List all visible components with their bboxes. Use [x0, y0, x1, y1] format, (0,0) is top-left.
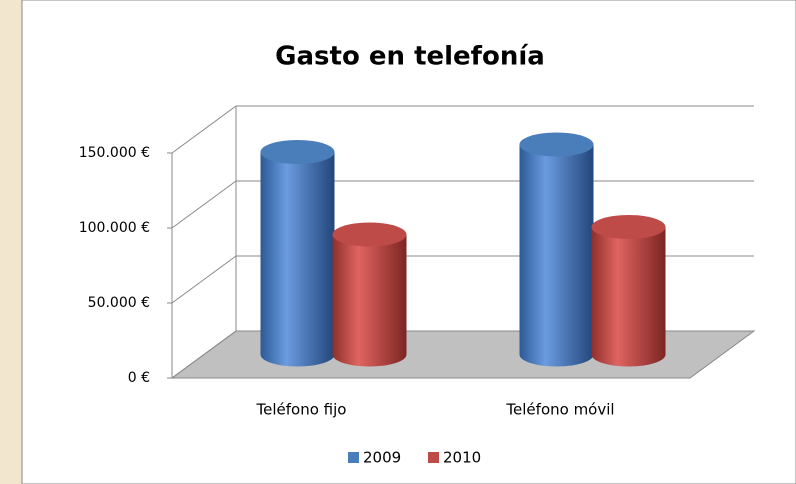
bar	[332, 234, 407, 367]
bar-top	[519, 132, 594, 157]
grid-line	[171, 180, 237, 229]
chart-area	[21, 0, 796, 484]
y-tick-label: 50.000 €	[88, 295, 150, 311]
bar	[260, 152, 335, 367]
x-tick-label: Teléfono móvil	[505, 401, 614, 419]
x-tick-label: Teléfono fijo	[256, 401, 347, 419]
legend-label: 2010	[443, 449, 481, 467]
grid-line	[171, 105, 237, 154]
bar	[519, 144, 594, 367]
bar-top	[260, 140, 335, 164]
grid-line	[171, 330, 237, 379]
bar-top	[591, 215, 666, 239]
legend-label: 2009	[363, 449, 401, 467]
y-tick-label: 100.000 €	[79, 220, 150, 236]
grid-line	[171, 255, 237, 304]
legend-swatch	[428, 452, 439, 463]
y-tick-label: 0 €	[128, 370, 150, 386]
y-tick-label: 150.000 €	[79, 145, 150, 161]
floor	[170, 330, 756, 379]
legend-swatch	[348, 452, 359, 463]
chart-title: Gasto en telefonía	[275, 42, 545, 72]
bar-top	[332, 222, 407, 247]
bar	[591, 227, 666, 367]
